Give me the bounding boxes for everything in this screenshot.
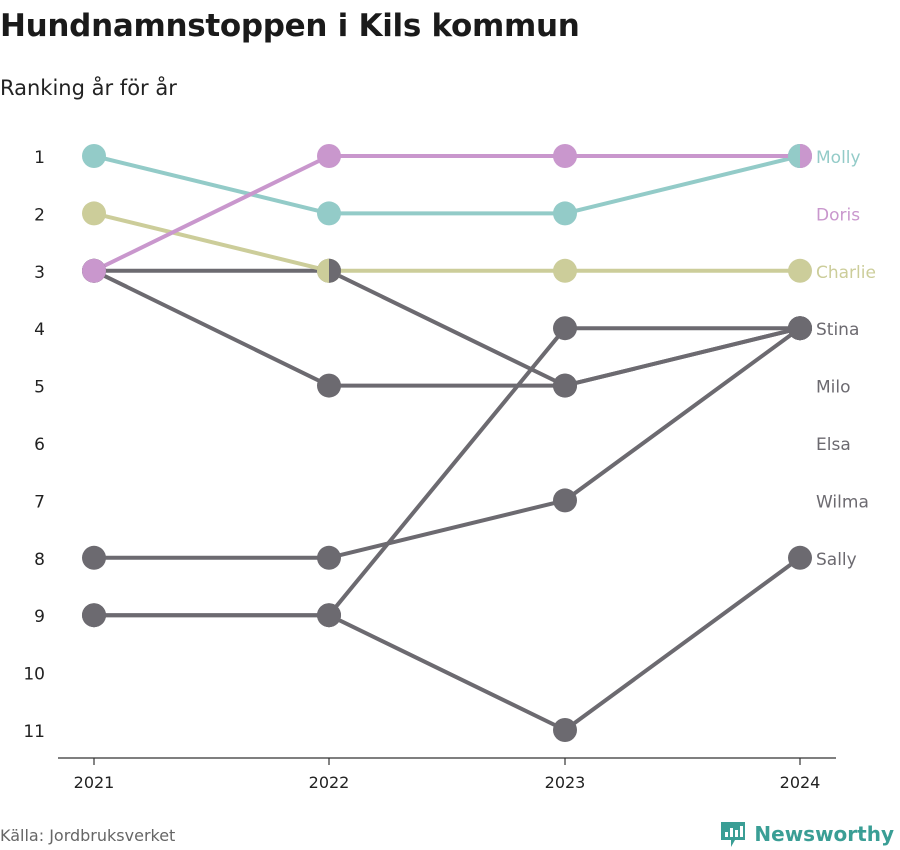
point-doris-2023 xyxy=(553,144,577,168)
series-line-charlie xyxy=(92,211,802,273)
point-sally-2023 xyxy=(553,718,577,742)
y-tick-label: 9 xyxy=(34,607,45,627)
point-elsa-2022 xyxy=(317,603,341,628)
series-label-wilma: Wilma xyxy=(816,492,869,512)
series-line-molly xyxy=(92,154,802,216)
series-label-stina: Stina xyxy=(816,320,859,340)
y-tick-label: 11 xyxy=(23,722,45,742)
series-line-sally xyxy=(92,555,802,732)
point-sally-2024 xyxy=(788,545,812,570)
series-label-milo: Milo xyxy=(816,378,851,398)
series-label-doris: Doris xyxy=(816,205,860,225)
series-label-elsa: Elsa xyxy=(816,435,851,455)
y-tick-label: 10 xyxy=(23,665,45,685)
point-stina-2023 xyxy=(553,373,577,398)
series-line-stina xyxy=(92,268,802,388)
point-wilma-2021 xyxy=(82,545,106,570)
x-tick-label: 2021 xyxy=(74,773,115,792)
y-tick-label: 8 xyxy=(34,550,45,570)
y-tick-label: 6 xyxy=(34,435,45,455)
point-half-charlie-2022 xyxy=(317,258,329,283)
series-label-sally: Sally xyxy=(816,550,857,570)
y-tick-label: 2 xyxy=(34,205,45,225)
series-line-elsa xyxy=(92,326,802,618)
source-note: Källa: Jordbruksverket xyxy=(0,826,176,845)
point-charlie-2023 xyxy=(553,258,577,283)
y-tick-label: 7 xyxy=(34,492,45,512)
point-molly-2022 xyxy=(317,201,341,226)
y-tick-label: 4 xyxy=(34,320,45,340)
point-half-molly-2024 xyxy=(788,144,800,168)
x-tick-label: 2023 xyxy=(545,773,586,792)
chart-title: Hundnamnstoppen i Kils kommun xyxy=(0,8,580,44)
point-elsa-2021 xyxy=(82,603,106,628)
y-tick-label: 1 xyxy=(34,148,45,168)
point-charlie-2024 xyxy=(788,258,812,283)
point-molly-2021 xyxy=(82,144,106,168)
point-doris-2022 xyxy=(317,144,341,168)
series-line-doris xyxy=(92,154,802,273)
point-molly-2023 xyxy=(553,201,577,226)
chart-subtitle: Ranking år för år xyxy=(0,76,177,100)
series-label-charlie: Charlie xyxy=(816,263,876,283)
x-tick-label: 2022 xyxy=(309,773,350,792)
point-wilma-2022 xyxy=(317,545,341,570)
point-charlie-2021 xyxy=(82,201,106,226)
point-wilma-2023 xyxy=(553,488,577,513)
point-half-doris-2024 xyxy=(800,144,812,168)
brand-logo[interactable]: Newsworthy xyxy=(720,820,894,848)
point-elsa-2023 xyxy=(553,316,577,341)
point-stina-2024 xyxy=(788,316,812,341)
series-line-wilma xyxy=(92,326,802,560)
y-tick-label: 5 xyxy=(34,378,45,398)
x-tick-label: 2024 xyxy=(780,773,821,792)
newsworthy-icon xyxy=(721,822,746,847)
y-tick-label: 3 xyxy=(34,263,45,283)
brand-name: Newsworthy xyxy=(754,822,894,846)
point-half-milo-2022 xyxy=(329,258,341,283)
point-doris-2021 xyxy=(82,258,106,283)
series-label-molly: Molly xyxy=(816,148,861,168)
point-stina-2022 xyxy=(317,373,341,398)
